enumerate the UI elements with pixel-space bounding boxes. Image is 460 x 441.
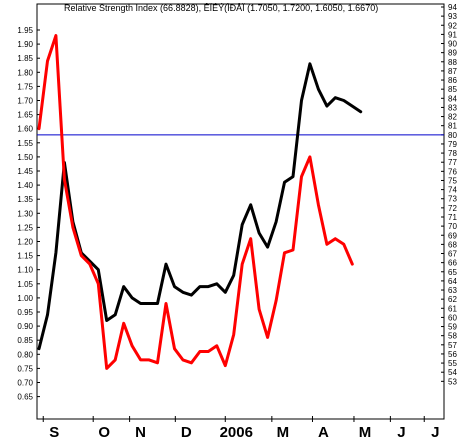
- right-tick-label: 65: [448, 268, 457, 277]
- right-tick-label: 56: [448, 350, 457, 359]
- month-label: S: [49, 424, 59, 441]
- left-tick-label: 1.50: [17, 153, 33, 162]
- right-tick-label: 79: [448, 140, 457, 149]
- left-tick-label: 1.40: [17, 181, 33, 190]
- right-tick-label: 92: [448, 21, 457, 30]
- month-label: D: [181, 424, 192, 441]
- right-tick-label: 54: [448, 368, 457, 377]
- right-tick-label: 53: [448, 377, 457, 386]
- left-tick-label: 1.85: [17, 54, 33, 63]
- series-layer: [37, 34, 363, 370]
- left-tick-label: 0.80: [17, 350, 33, 359]
- right-tick-label: 58: [448, 332, 457, 341]
- right-tick-label: 69: [448, 231, 457, 240]
- left-tick-label: 1.95: [17, 26, 33, 35]
- right-tick-label: 70: [448, 222, 457, 231]
- right-tick-label: 74: [448, 186, 457, 195]
- left-tick-label: 1.75: [17, 82, 33, 91]
- right-tick-label: 93: [448, 12, 457, 21]
- month-label: M: [277, 424, 290, 441]
- right-tick-label: 86: [448, 76, 457, 85]
- chart-title: Relative Strength Index (66.8828), ÊÏÉÝ(…: [64, 3, 378, 13]
- right-tick-label: 77: [448, 158, 457, 167]
- right-tick-label: 61: [448, 304, 457, 313]
- right-tick-label: 85: [448, 85, 457, 94]
- right-tick-label: 81: [448, 122, 457, 131]
- month-label: O: [98, 424, 110, 441]
- left-tick-label: 1.20: [17, 238, 33, 247]
- right-tick-label: 91: [448, 30, 457, 39]
- right-tick-label: 87: [448, 67, 457, 76]
- right-tick-label: 78: [448, 149, 457, 158]
- right-tick-label: 64: [448, 277, 457, 286]
- month-label: 2006: [220, 424, 253, 441]
- right-tick-label: 83: [448, 103, 457, 112]
- left-tick-label: 1.65: [17, 111, 33, 120]
- right-tick-label: 76: [448, 167, 457, 176]
- left-tick-label: 0.95: [17, 308, 33, 317]
- right-tick-label: 55: [448, 359, 457, 368]
- series-line-red: [37, 34, 354, 370]
- left-tick-label: 1.60: [17, 125, 33, 134]
- left-tick-label: 0.85: [17, 336, 33, 345]
- month-labels: SOND2006MAMJJA: [49, 424, 439, 441]
- right-tick-label: 67: [448, 250, 457, 259]
- left-tick-label: 1.15: [17, 252, 33, 261]
- left-tick-label: 1.30: [17, 209, 33, 218]
- right-axis-ticks: 9493929190898887868584838281807978777675…: [441, 3, 457, 386]
- month-ticks: [42, 416, 425, 422]
- right-tick-label: 68: [448, 240, 457, 249]
- right-tick-label: 60: [448, 313, 457, 322]
- month-label: J: [431, 424, 439, 441]
- left-tick-label: 1.80: [17, 68, 33, 77]
- left-tick-label: 1.35: [17, 195, 33, 204]
- right-tick-label: 66: [448, 259, 457, 268]
- right-tick-label: 72: [448, 204, 457, 213]
- month-label: N: [135, 424, 146, 441]
- left-tick-label: 1.25: [17, 223, 33, 232]
- left-tick-label: 1.55: [17, 139, 33, 148]
- left-tick-label: 1.00: [17, 294, 33, 303]
- right-tick-label: 84: [448, 94, 457, 103]
- right-tick-label: 71: [448, 213, 457, 222]
- right-tick-label: 59: [448, 323, 457, 332]
- left-tick-label: 1.10: [17, 266, 33, 275]
- right-tick-label: 82: [448, 113, 457, 122]
- right-tick-label: 88: [448, 58, 457, 67]
- right-tick-label: 73: [448, 195, 457, 204]
- right-tick-label: 57: [448, 341, 457, 350]
- left-tick-label: 0.75: [17, 364, 33, 373]
- left-tick-label: 1.05: [17, 280, 33, 289]
- left-tick-label: 1.70: [17, 97, 33, 106]
- left-tick-label: 0.65: [17, 393, 33, 402]
- right-tick-label: 80: [448, 131, 457, 140]
- month-label: A: [318, 424, 329, 441]
- right-tick-label: 90: [448, 40, 457, 49]
- month-label: M: [359, 424, 372, 441]
- right-tick-label: 89: [448, 49, 457, 58]
- chart-frame: [36, 3, 445, 420]
- right-tick-label: 62: [448, 295, 457, 304]
- series-line-black: [37, 62, 363, 351]
- left-tick-label: 0.70: [17, 379, 33, 388]
- month-label: J: [397, 424, 405, 441]
- right-tick-label: 75: [448, 176, 457, 185]
- left-tick-label: 1.45: [17, 167, 33, 176]
- right-tick-label: 94: [448, 3, 457, 12]
- right-tick-label: 63: [448, 286, 457, 295]
- left-axis-ticks: 1.95 1.90 1.85 1.80 1.75 1.70 1.65 1.60 1.55 1.50…: [17, 26, 40, 402]
- left-tick-label: 0.90: [17, 322, 33, 331]
- left-tick-label: 1.90: [17, 40, 33, 49]
